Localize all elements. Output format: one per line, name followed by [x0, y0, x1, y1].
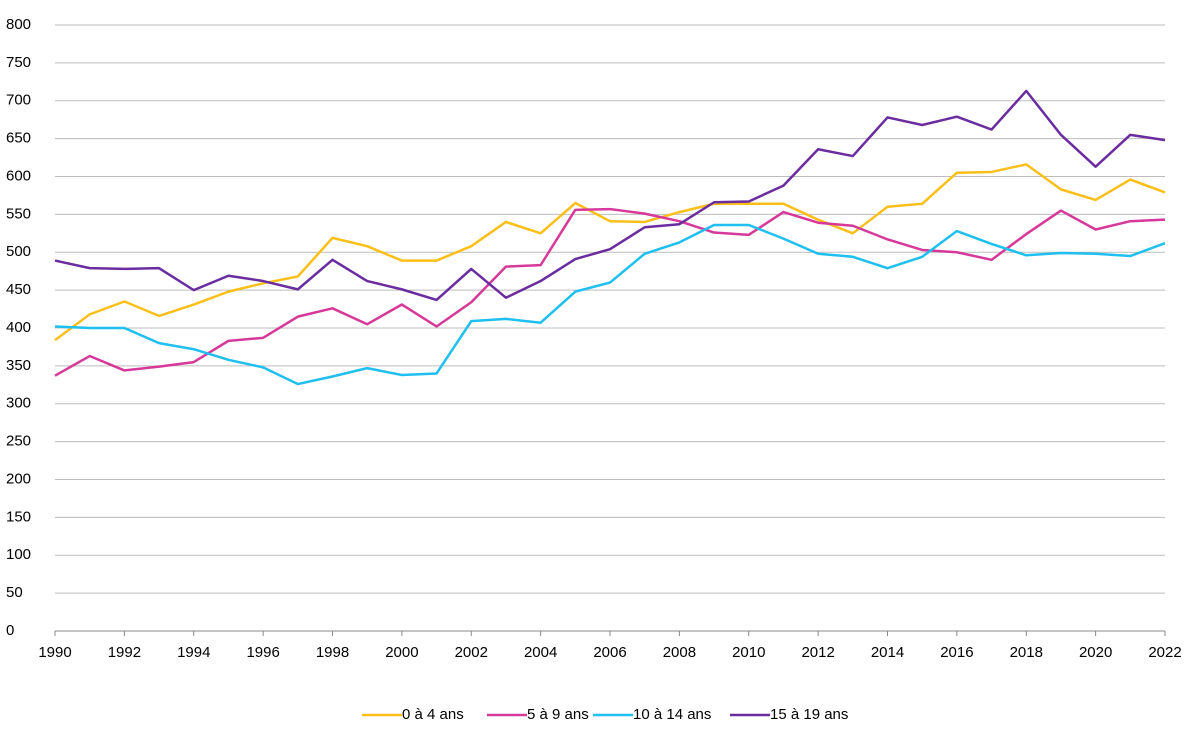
x-tick-label: 2008	[663, 644, 696, 661]
x-tick-label: 2018	[1010, 644, 1043, 661]
x-tick-label: 2014	[871, 644, 904, 661]
x-tick-label: 2006	[593, 644, 626, 661]
line-series	[54, 163, 1166, 342]
x-tick-label: 2000	[385, 644, 418, 661]
line-series	[54, 89, 1166, 302]
legend-label: 5 à 9 ans	[527, 706, 589, 723]
y-tick-label: 650	[6, 130, 31, 147]
y-tick-label: 750	[6, 54, 31, 71]
y-tick-label: 550	[6, 205, 31, 222]
legend-label: 10 à 14 ans	[633, 706, 711, 723]
y-tick-label: 800	[6, 16, 31, 33]
x-tick-label: 1990	[38, 644, 71, 661]
y-tick-label: 100	[6, 546, 31, 563]
x-tick-label: 2002	[455, 644, 488, 661]
x-tick-label: 1992	[108, 644, 141, 661]
y-tick-label: 350	[6, 357, 31, 374]
x-tick-label: 2020	[1079, 644, 1112, 661]
y-tick-label: 200	[6, 470, 31, 487]
y-tick-label: 450	[6, 281, 31, 298]
y-tick-label: 700	[6, 92, 31, 109]
line-series	[54, 207, 1166, 377]
x-tick-label: 1996	[246, 644, 279, 661]
y-tick-label: 300	[6, 395, 31, 412]
x-tick-label: 2016	[940, 644, 973, 661]
y-tick-label: 0	[6, 622, 14, 639]
y-tick-label: 400	[6, 319, 31, 336]
y-tick-label: 250	[6, 433, 31, 450]
y-tick-label: 500	[6, 243, 31, 260]
x-tick-label: 2012	[801, 644, 834, 661]
x-tick-label: 1998	[316, 644, 349, 661]
y-tick-label: 600	[6, 167, 31, 184]
legend-label: 15 à 19 ans	[770, 706, 848, 723]
x-tick-label: 2004	[524, 644, 557, 661]
x-tick-label: 1994	[177, 644, 210, 661]
x-tick-label: 2022	[1148, 644, 1181, 661]
line-series	[54, 223, 1166, 386]
y-tick-label: 150	[6, 508, 31, 525]
legend-label: 0 à 4 ans	[402, 706, 464, 723]
y-tick-label: 50	[6, 584, 23, 601]
x-tick-label: 2010	[732, 644, 765, 661]
